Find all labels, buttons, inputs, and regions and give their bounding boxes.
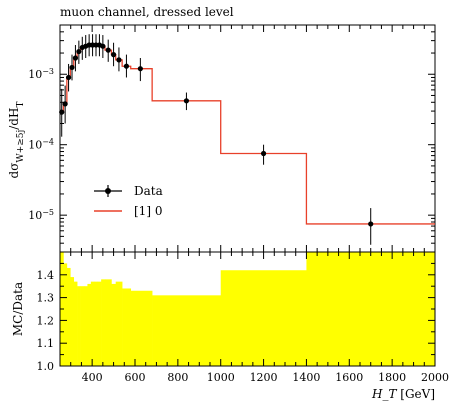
main-y-label-sub: T	[16, 102, 26, 108]
ratio-band-bin	[66, 267, 71, 366]
ratio-y-tick-label: 1.4	[37, 269, 55, 282]
data-point-marker	[76, 48, 82, 55]
data-points	[59, 34, 374, 245]
data-point-marker	[105, 47, 111, 53]
x-axis-unit: [GeV]	[400, 387, 435, 401]
main-y-tick-exp: −3	[42, 67, 54, 76]
main-y-label-part: /dH	[7, 108, 21, 130]
data-point	[72, 45, 79, 72]
ratio-band-bin	[87, 283, 92, 366]
data-point-marker	[116, 57, 122, 63]
main-y-tick-base: 10	[28, 209, 42, 222]
ratio-band-bin	[105, 279, 112, 366]
ratio-band-bin	[122, 288, 132, 366]
ratio-band-bin	[80, 286, 85, 366]
x-tick-label: 1600	[335, 371, 363, 384]
legend-data-marker	[105, 188, 111, 194]
x-axis-variable: H_T	[371, 387, 397, 401]
ratio-band-bin	[130, 290, 153, 366]
data-point	[183, 92, 190, 111]
main-y-ticks: 10−310−410−5	[28, 24, 435, 253]
main-y-tick-label: 10−5	[28, 208, 54, 223]
main-x-ticks	[70, 25, 436, 252]
main-y-tick-exp: −4	[42, 137, 54, 146]
prediction-step-line	[60, 44, 435, 225]
data-point	[76, 40, 82, 64]
data-point-marker	[65, 74, 72, 81]
ratio-band-bin	[73, 281, 78, 366]
ratio-plot: 1.0 1.1 1.2 1.3 1.4 400 600 800 1000 1200 1400 160…	[11, 251, 449, 401]
chart-title: muon channel, dressed level	[60, 5, 234, 19]
x-tick-label: 400	[82, 371, 103, 384]
ratio-band-bin	[90, 281, 95, 366]
data-point	[100, 35, 106, 59]
x-tick-label: 1800	[378, 371, 406, 384]
data-point-marker	[123, 63, 130, 69]
x-tick-label: 600	[125, 371, 146, 384]
legend-entry-data: Data	[94, 184, 163, 198]
data-point	[368, 208, 374, 245]
ratio-band-bin	[101, 279, 106, 366]
data-point	[116, 47, 122, 72]
main-y-tick-label: 10−3	[28, 67, 54, 82]
data-point-marker	[260, 150, 267, 157]
main-y-axis-label: dσW+≥5j/dHT	[7, 102, 26, 179]
ratio-band-bin	[220, 270, 307, 366]
ratio-band-bin	[97, 281, 102, 366]
ratio-band-bin	[111, 283, 117, 366]
main-y-tick-exp: −5	[42, 208, 54, 217]
x-tick-label: 2000	[421, 371, 449, 384]
data-point	[137, 58, 143, 82]
data-point-marker	[183, 98, 190, 104]
main-y-label-sub: W+≥5j	[16, 130, 26, 163]
data-point	[105, 39, 111, 62]
main-y-label-part: dσ	[7, 163, 21, 179]
ratio-band-bin	[77, 286, 81, 366]
ratio-band-bin	[115, 281, 123, 366]
data-point-marker	[72, 55, 79, 61]
data-point-marker	[110, 52, 117, 58]
ratio-y-tick-label: 1.0	[37, 360, 55, 373]
data-point-marker	[69, 64, 75, 71]
ratio-band-bin	[70, 277, 75, 366]
ratio-band-bin	[84, 286, 88, 366]
legend: Data [1] 0	[94, 184, 163, 218]
x-tick-label: 1400	[292, 371, 320, 384]
legend-entry-prediction: [1] 0	[94, 204, 162, 218]
data-point	[260, 144, 267, 165]
legend-label-data: Data	[134, 184, 163, 198]
data-point	[79, 36, 85, 60]
ratio-band-bin	[306, 252, 436, 366]
ratio-y-tick-label: 1.3	[37, 292, 55, 305]
main-plot: 10−310−410−5 dσW+≥5j/dHT Data [1] 0	[7, 24, 436, 253]
data-point-marker	[59, 109, 65, 115]
x-tick-label: 1000	[207, 371, 235, 384]
data-point	[123, 54, 130, 78]
x-tick-label: 800	[167, 371, 188, 384]
data-point	[65, 63, 72, 92]
ratio-y-tick-label: 1.2	[37, 314, 55, 327]
ratio-band-bin	[94, 281, 99, 366]
prediction-histogram	[60, 44, 435, 225]
main-y-tick-label: 10−4	[28, 137, 54, 152]
data-point-marker	[137, 66, 143, 72]
x-axis-label: H_T [GeV]	[371, 387, 435, 401]
ratio-x-ticks: 400 600 800 1000 1200 1400 1600 1800 2000	[70, 252, 449, 384]
legend-label-prediction: [1] 0	[134, 204, 162, 218]
data-point	[69, 54, 75, 81]
data-point	[110, 42, 117, 67]
x-tick-label: 1200	[250, 371, 278, 384]
data-point-marker	[100, 43, 106, 49]
main-y-tick-base: 10	[28, 68, 42, 81]
ratio-y-ticks: 1.0 1.1 1.2 1.3 1.4	[37, 251, 435, 373]
ratio-y-axis-label: MC/Data	[11, 282, 25, 336]
ratio-y-tick-label: 1.1	[37, 337, 55, 350]
ratio-band-bin	[152, 295, 222, 366]
ratio-band-bin	[63, 263, 68, 366]
main-y-tick-base: 10	[28, 139, 42, 152]
ratio-band	[60, 252, 436, 366]
data-point-marker	[368, 221, 374, 227]
